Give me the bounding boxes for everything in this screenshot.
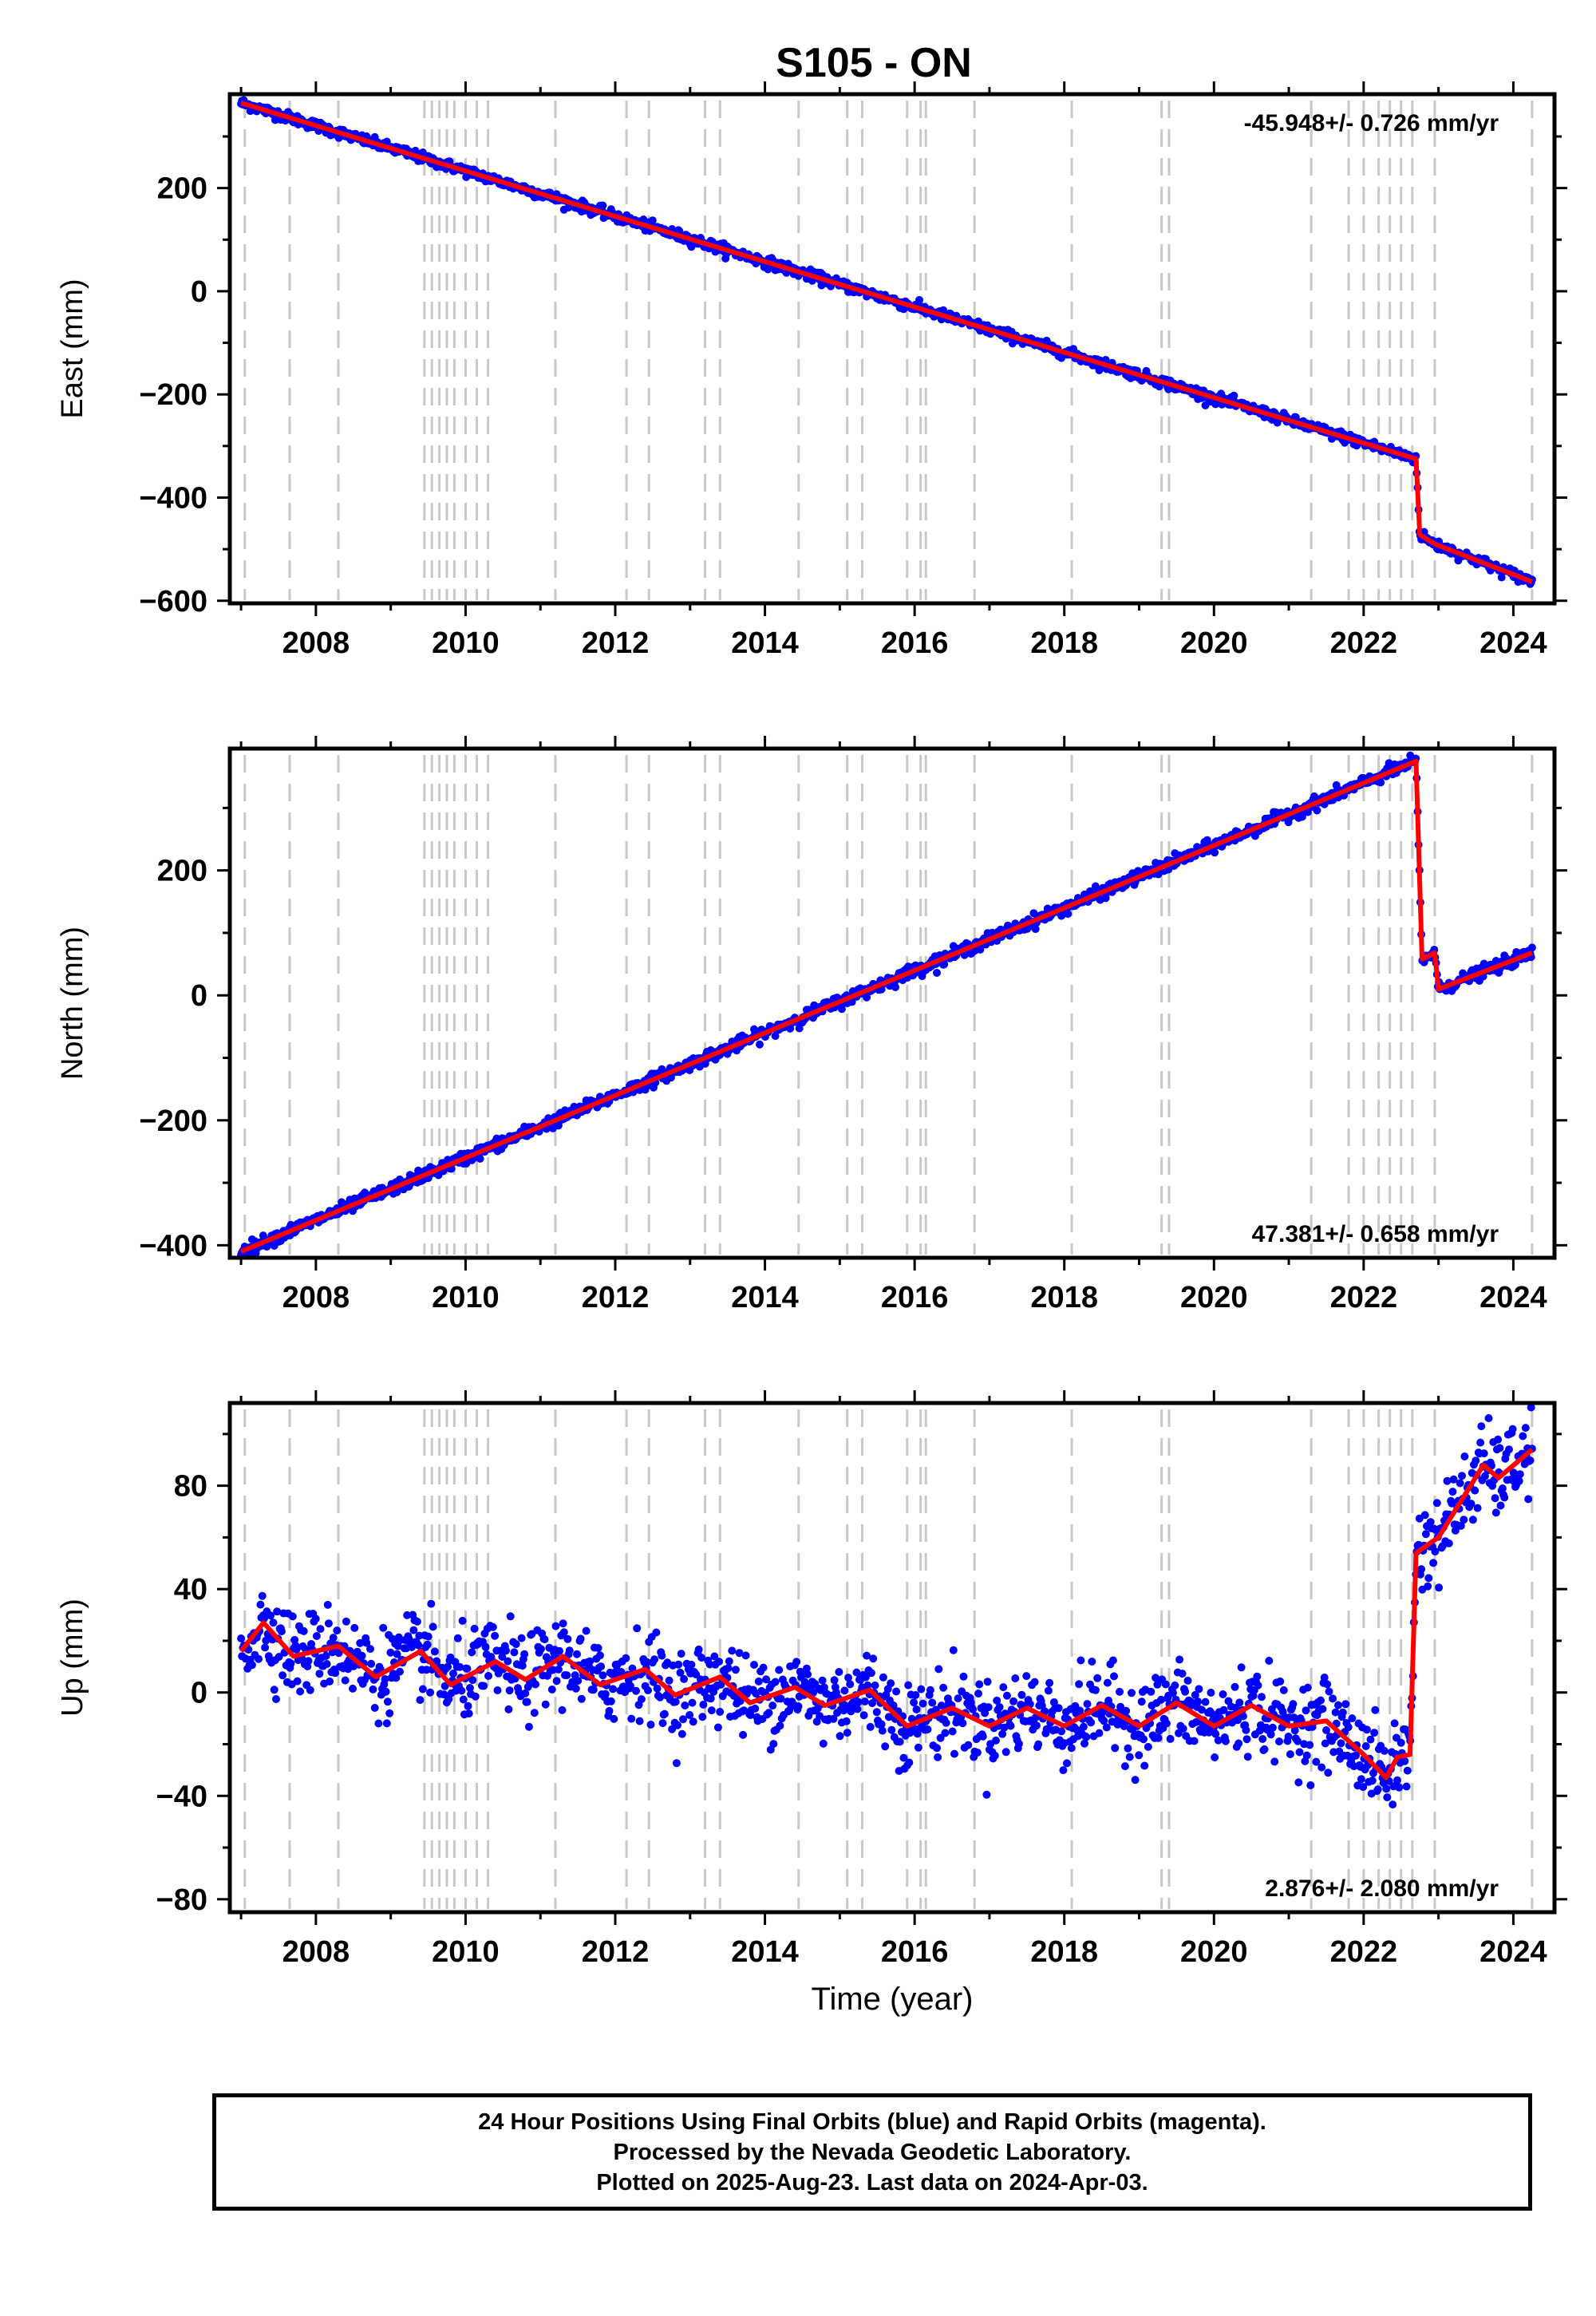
y-tick-label: 0	[191, 1677, 207, 1710]
rate-label: 2.876+/- 2.080 mm/yr	[1265, 1875, 1499, 1902]
y-tick-label: −400	[139, 481, 207, 515]
y-tick-label: 200	[157, 172, 207, 206]
y-axis: −600 −400 −200 0 200	[139, 135, 1567, 619]
x-tick-label: 2022	[1330, 1935, 1398, 1969]
x-tick-label: 2016	[881, 626, 949, 660]
x-axis: 2008 2010 2012 2014 2016 2018 2020 2022 2024	[239, 736, 1547, 1314]
panel-up: 2008 2010 2012 2014 2016 2018 2020 2022 2024−80−…	[56, 1390, 1567, 2017]
plot-frame	[227, 1401, 1557, 1915]
y-tick-label: 0	[191, 275, 207, 309]
x-tick-label: 2024	[1479, 1281, 1547, 1314]
x-axis-label: Time (year)	[812, 1982, 974, 2017]
data-points	[237, 1403, 1536, 1809]
y-axis-label: North (mm)	[56, 927, 89, 1080]
model-line	[240, 101, 1533, 584]
x-tick-label: 2008	[282, 1281, 350, 1314]
x-tick-label: 2012	[582, 1935, 650, 1969]
y-tick-label: −200	[139, 378, 207, 412]
x-tick-label: 2018	[1030, 1281, 1098, 1314]
event-lines	[243, 101, 1534, 600]
x-tick-label: 2014	[731, 626, 799, 660]
event-lines	[243, 1409, 1534, 1909]
x-tick-label: 2020	[1180, 1935, 1248, 1969]
rate-label: 47.381+/- 0.658 mm/yr	[1252, 1221, 1499, 1247]
x-tick-label: 2022	[1330, 626, 1398, 660]
x-tick-label: 2010	[432, 1281, 500, 1314]
x-tick-label: 2008	[282, 1935, 350, 1969]
x-tick-label: 2008	[282, 626, 350, 660]
x-tick-label: 2014	[731, 1935, 799, 1969]
x-tick-label: 2016	[881, 1281, 949, 1314]
footer-line-3: Plotted on 2025-Aug-23. Last data on 202…	[596, 2169, 1148, 2195]
data-points	[237, 96, 1536, 588]
figure-title: S105 - ON	[776, 40, 972, 86]
y-tick-label: −600	[139, 585, 207, 619]
model-line	[239, 758, 1533, 1254]
x-tick-label: 2022	[1330, 1281, 1398, 1314]
x-tick-label: 2014	[731, 1281, 799, 1314]
x-tick-label: 2024	[1479, 1935, 1547, 1969]
footer-line-2: Processed by the Nevada Geodetic Laborat…	[613, 2139, 1132, 2165]
y-tick-label: −400	[139, 1229, 207, 1263]
x-tick-label: 2010	[432, 1935, 500, 1969]
y-tick-label: 200	[157, 855, 207, 888]
footer-box: 24 Hour Positions Using Final Orbits (bl…	[212, 2093, 1532, 2211]
event-lines	[243, 755, 1534, 1255]
x-tick-label: 2012	[582, 1281, 650, 1314]
footer-line-1: 24 Hour Positions Using Final Orbits (bl…	[478, 2109, 1266, 2135]
y-tick-label: −80	[156, 1883, 207, 1917]
x-tick-label: 2018	[1030, 626, 1098, 660]
model-line	[239, 1448, 1534, 1780]
x-tick-label: 2024	[1479, 626, 1547, 660]
x-tick-label: 2012	[582, 626, 650, 660]
y-tick-label: −200	[139, 1105, 207, 1138]
y-axis: −400 −200 0 200	[139, 806, 1567, 1263]
x-tick-label: 2020	[1180, 1281, 1248, 1314]
x-tick-label: 2018	[1030, 1935, 1098, 1969]
y-tick-label: 40	[174, 1573, 207, 1607]
y-tick-label: 80	[174, 1470, 207, 1504]
plot-frame	[227, 92, 1557, 606]
y-tick-label: −40	[156, 1780, 207, 1813]
y-tick-label: 0	[191, 979, 207, 1013]
y-axis-label: Up (mm)	[56, 1599, 89, 1717]
x-tick-label: 2020	[1180, 626, 1248, 660]
position-points	[237, 1403, 1536, 1809]
x-tick-label: 2010	[432, 626, 500, 660]
y-axis: −80 −40 0 40 80	[156, 1433, 1567, 1917]
x-axis: 2008 2010 2012 2014 2016 2018 2020 2022 2024	[239, 81, 1547, 660]
rate-label: -45.948+/- 0.726 mm/yr	[1244, 110, 1499, 136]
x-axis: 2008 2010 2012 2014 2016 2018 2020 2022 2024	[239, 1390, 1547, 1969]
x-tick-label: 2016	[881, 1935, 949, 1969]
panel-east: 2008 2010 2012 2014 2016 2018 2020 2022 2024 −600…	[56, 81, 1567, 660]
y-axis-label: East (mm)	[56, 279, 89, 418]
plot-frame	[227, 746, 1557, 1260]
position-points	[237, 96, 1536, 588]
panel-north: 2008 2010 2012 2014 2016 2018 2020 2022 2024 −400…	[56, 736, 1567, 1314]
